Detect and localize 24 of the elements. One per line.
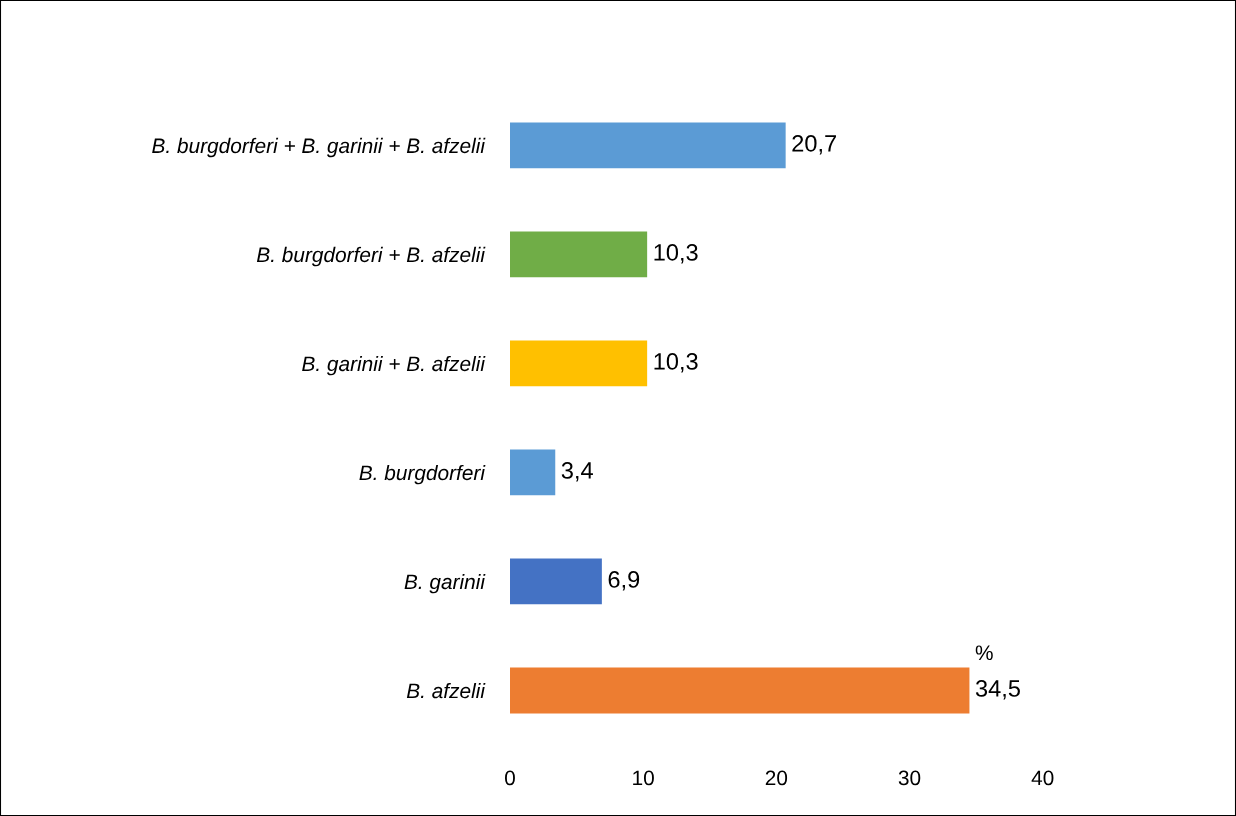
bar — [509, 667, 970, 714]
y-tick-label: B. burgdorferi + B. afzelii — [256, 246, 486, 267]
data-label: 6,9 — [608, 571, 640, 591]
y-tick-label: B. garinii + B. afzelii — [302, 355, 486, 376]
data-label: 34,5 — [975, 680, 1020, 700]
bar — [509, 340, 648, 387]
data-label: 10,3 — [654, 353, 698, 373]
x-tick-label: 10 — [633, 770, 654, 786]
x-tick-label: 40 — [1031, 770, 1054, 786]
data-label: 10,3 — [654, 244, 698, 264]
y-tick-label: B. burgdorferi — [359, 464, 486, 485]
x-tick-label: 20 — [765, 770, 788, 786]
y-tick-label: B. garinii — [404, 573, 486, 594]
y-tick-label: B. afzelii — [406, 682, 486, 699]
x-tick-label: 30 — [898, 770, 921, 786]
bar — [509, 558, 602, 605]
y-tick-label: B. burgdorferi + B. garinii + B. afzelii — [152, 137, 486, 158]
x-tick-label: 0 — [504, 770, 515, 786]
data-label: 20,7 — [792, 135, 836, 155]
data-label: 3,4 — [561, 462, 593, 482]
bar — [509, 231, 648, 278]
bar — [509, 122, 786, 169]
annotation: % — [975, 645, 993, 661]
bar — [509, 449, 556, 496]
